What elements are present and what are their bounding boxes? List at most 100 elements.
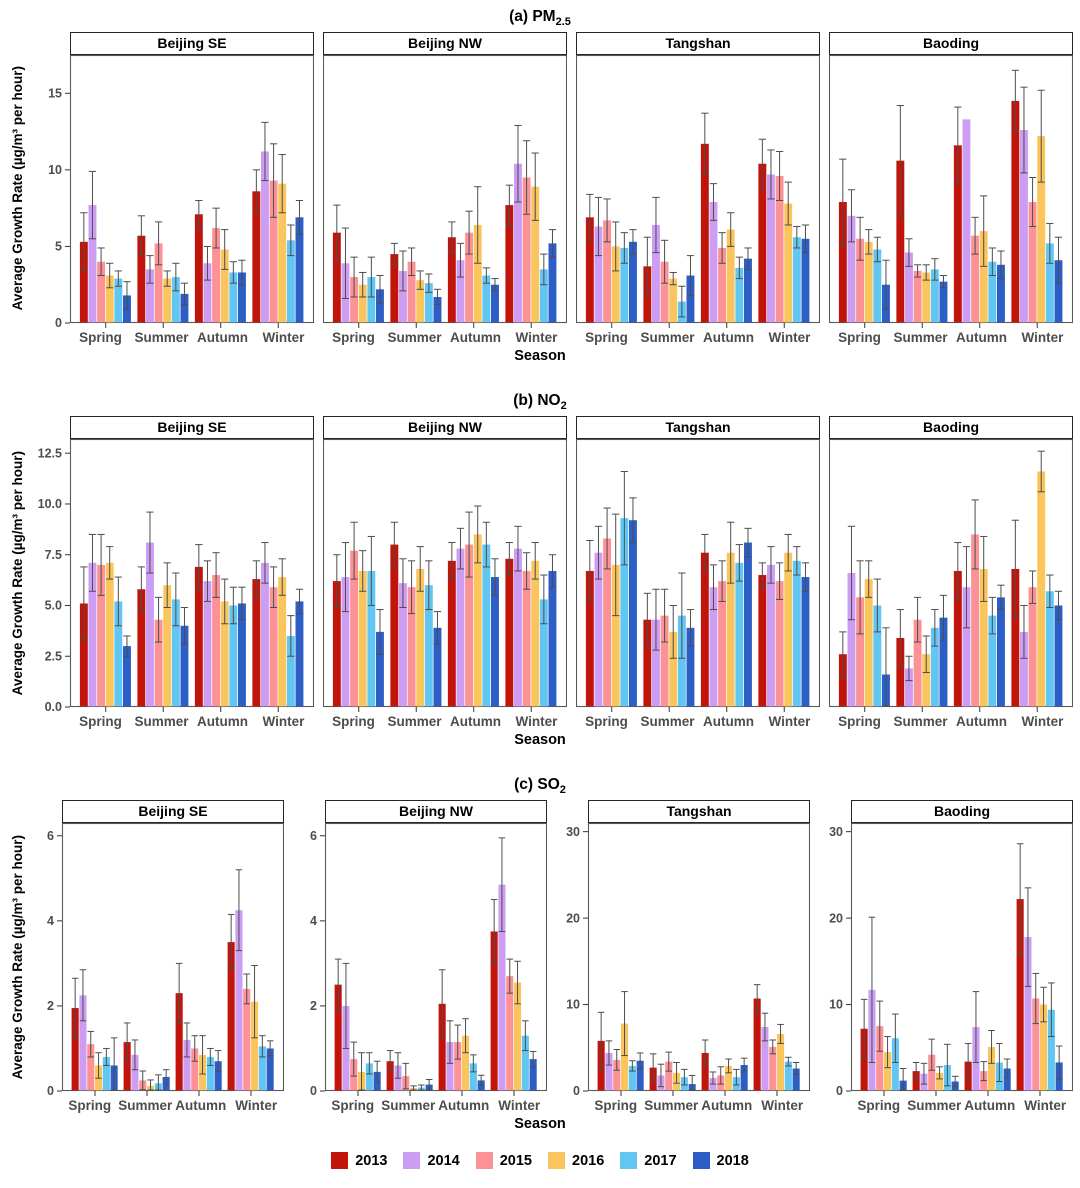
error-bar (163, 562, 171, 609)
error-bar (139, 1070, 147, 1091)
x-tick-labels: Spring Summer Autumn Winter (588, 1098, 810, 1113)
error-bar (269, 143, 278, 218)
y-tick-label: 12.5 (38, 447, 62, 461)
facet-header-beijing-se: Beijing SE (70, 32, 314, 56)
error-bar (980, 536, 988, 603)
error-bar (964, 1043, 972, 1081)
error-bar (856, 560, 864, 635)
bar-tangshan-spring-2016 (611, 246, 620, 323)
bar-beijing-se-summer-2017 (171, 277, 180, 323)
error-bar (88, 170, 97, 240)
x-tick-label: Spring (79, 714, 122, 730)
error-bar (251, 965, 258, 1039)
y-tick-label: 0 (573, 1084, 580, 1097)
error-bar (243, 973, 251, 1005)
bar-beijing-se-spring-2015 (97, 261, 106, 323)
bar-beijing-nw-autumn-2016 (462, 1035, 470, 1091)
error-bar (146, 511, 154, 574)
error-bar (603, 198, 611, 243)
x-tick-label: Summer (387, 714, 442, 730)
error-bar (416, 270, 424, 290)
error-bar (801, 562, 810, 592)
bar-beijing-nw-summer-2015 (407, 261, 416, 323)
error-bar (212, 552, 220, 599)
x-tick-label: Summer (134, 714, 189, 730)
bar-baoding-winter-2014 (1020, 130, 1028, 323)
bar-beijing-nw-winter-2014 (514, 163, 522, 323)
facet-header-tangshan: Tangshan (576, 416, 820, 440)
facet-baoding: Baoding Spring Summer Autumn Winter (829, 32, 1073, 345)
error-bar (939, 595, 948, 641)
x-tick-label: Winter (498, 1098, 541, 1114)
bar-tangshan-spring-2013 (585, 571, 594, 707)
plot-panel (850, 823, 1073, 1092)
facet-plot-tangshan (576, 439, 820, 713)
bar-tangshan-autumn-2016 (726, 552, 735, 707)
error-bar (758, 562, 766, 588)
error-bar (180, 607, 189, 645)
error-bar (944, 1044, 951, 1087)
bar-baoding-winter-2017 (1045, 243, 1054, 323)
error-bar (79, 969, 87, 1022)
bar-tangshan-spring-2017 (620, 518, 629, 707)
bar-tangshan-summer-2016 (669, 632, 678, 707)
x-tick-label: Winter (262, 330, 305, 346)
error-bar (235, 869, 243, 952)
facet-plot-tangshan (576, 55, 820, 329)
y-tick-label: 0 (47, 1084, 54, 1097)
bar-tangshan-autumn-2013 (700, 143, 709, 323)
error-bar (660, 588, 669, 643)
error-bar (744, 247, 752, 270)
y-axis-label-text: Average Growth Rate (µg/m³ per hour) (9, 450, 25, 695)
bar-beijing-se-summer-2016 (163, 278, 172, 323)
error-bar (767, 149, 775, 200)
bar-beijing-se-summer-2013 (123, 1042, 131, 1091)
bar-tangshan-autumn-2016 (725, 1066, 733, 1091)
bar-tangshan-spring-2014 (594, 226, 603, 323)
bar-beijing-nw-winter-2014 (498, 884, 506, 1091)
error-bar (718, 232, 726, 264)
error-bars-group (333, 505, 557, 655)
bar-tangshan-autumn-2014 (709, 202, 718, 323)
bar-beijing-se-winter-2018 (295, 217, 304, 323)
y-tick-label: 2 (310, 999, 317, 1013)
bar-baoding-autumn-2016 (988, 1047, 996, 1091)
bar-beijing-nw-spring-2017 (365, 1063, 373, 1091)
bar-beijing-nw-winter-2015 (506, 976, 514, 1091)
error-bar (474, 186, 482, 264)
bar-baoding-summer-2014 (905, 252, 913, 323)
error-bar (456, 242, 465, 278)
legend-label: 2014 (427, 1152, 460, 1169)
error-bar (1028, 570, 1037, 605)
error-bar (491, 278, 499, 292)
legend-swatch-2013 (331, 1152, 349, 1170)
bar-beijing-se-winter-2014 (261, 151, 269, 323)
bar-baoding-winter-2013 (1011, 101, 1020, 323)
bar-beijing-se-winter-2016 (251, 1001, 259, 1091)
bar-baoding-summer-2018 (939, 281, 948, 323)
error-bar (594, 197, 603, 257)
error-bar (939, 275, 948, 289)
error-bar (147, 1079, 154, 1091)
error-bar (95, 1052, 102, 1080)
bar-baoding-summer-2015 (913, 619, 922, 707)
x-tick-label: Spring (585, 330, 628, 346)
error-bar (775, 151, 784, 202)
error-bar (390, 242, 398, 266)
bar-beijing-nw-spring-2013 (332, 232, 341, 323)
x-tick-label: Spring (332, 330, 375, 346)
error-bar (514, 525, 522, 572)
error-bar (905, 238, 913, 267)
bar-baoding-spring-2014 (847, 215, 856, 323)
bar-beijing-se-winter-2015 (243, 989, 251, 1091)
bar-beijing-se-spring-2017 (114, 278, 123, 323)
y-axis-label-text: Average Growth Rate (µg/m³ per hour) (9, 66, 25, 311)
bar-beijing-se-autumn-2015 (212, 575, 221, 707)
bar-baoding-summer-2015 (928, 1054, 936, 1091)
x-tick-label: Winter (235, 1098, 278, 1114)
bar-tangshan-winter-2017 (792, 561, 801, 707)
bar-baoding-winter-2017 (1045, 591, 1054, 707)
bar-beijing-se-spring-2013 (79, 241, 88, 323)
bar-beijing-nw-autumn-2013 (447, 237, 456, 323)
error-bar (744, 528, 752, 558)
